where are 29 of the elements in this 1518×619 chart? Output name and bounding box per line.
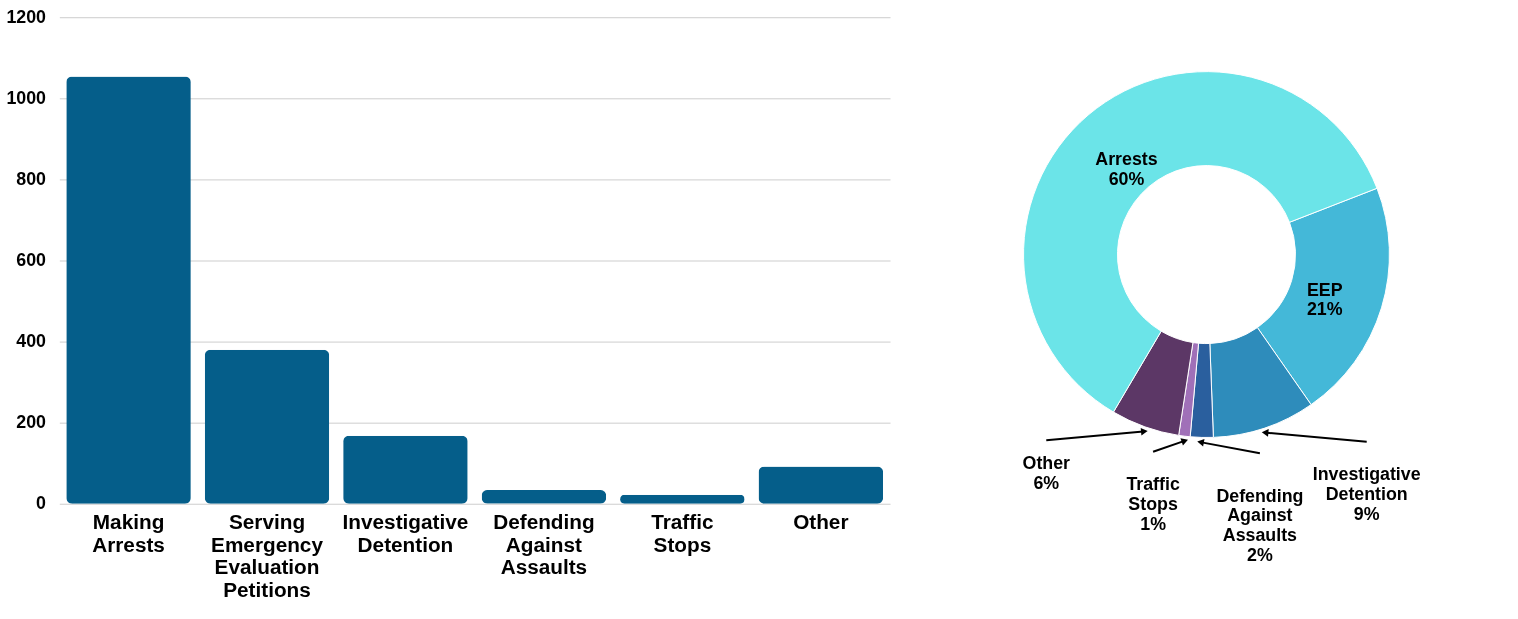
y-tick-label: 200 (16, 412, 47, 433)
x-tick-label: Traffic Stops (651, 509, 714, 556)
slice-label: Investigative Detention (1312, 464, 1421, 505)
slice-label: Arrests (1095, 149, 1158, 170)
y-tick-label: 1000 (6, 87, 47, 108)
data-label: 1% (1140, 513, 1167, 534)
bar (758, 466, 884, 504)
x-tick-label: Serving Emergency Evaluation Petitions (211, 509, 324, 602)
data-label: 21% (1306, 299, 1343, 320)
data-label: 2% (1247, 545, 1273, 566)
x-tick-label: Defending Against Assaults (493, 509, 595, 579)
x-tick-label: Investigative Detention (342, 509, 469, 556)
slice-label: EEP (1306, 279, 1343, 300)
x-tick-label: Other (793, 509, 849, 533)
bar (204, 349, 330, 504)
bar (66, 76, 191, 504)
data-label: 6% (1033, 472, 1060, 493)
y-tick-label: 600 (16, 249, 47, 270)
y-tick-label: 800 (16, 168, 47, 189)
data-label: 60% (1108, 169, 1145, 190)
slice-label: Traffic Stops (1126, 474, 1180, 515)
y-tick-label: 400 (16, 331, 47, 352)
bar (343, 435, 468, 504)
y-tick-label: 1200 (6, 6, 47, 27)
x-tick-label: Making Arrests (92, 509, 165, 556)
bar (481, 489, 607, 504)
y-tick-label: 0 (36, 493, 47, 514)
data-label: 9% (1353, 503, 1380, 524)
slice-label: Other (1022, 453, 1071, 474)
